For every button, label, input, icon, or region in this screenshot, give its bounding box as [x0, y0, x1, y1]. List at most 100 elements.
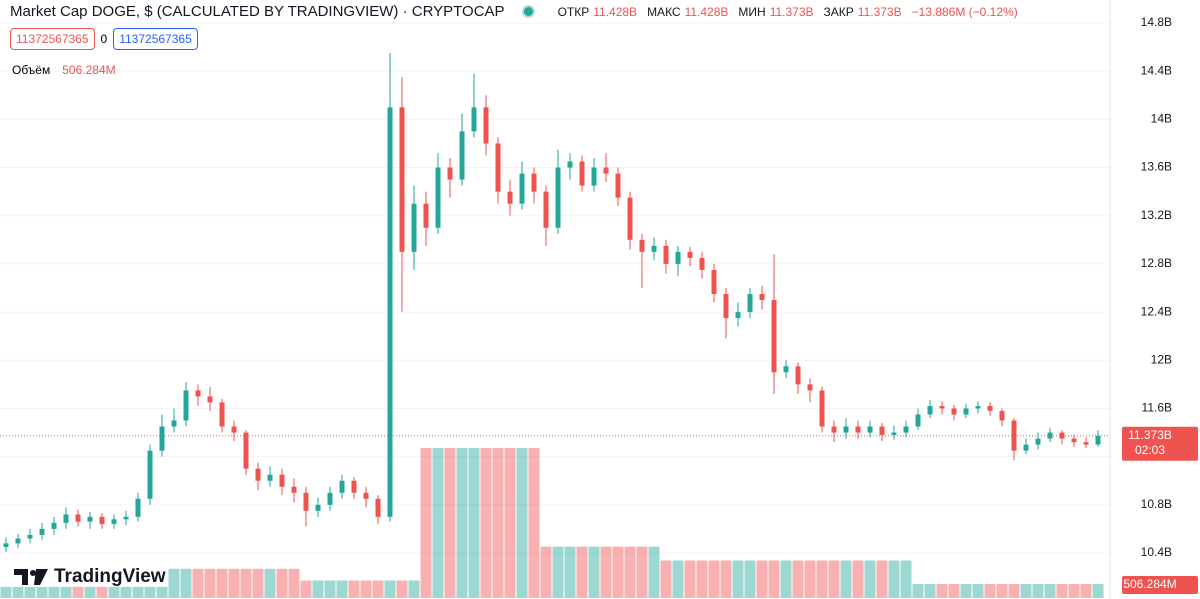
volume-bar — [972, 583, 984, 598]
volume-bar — [948, 583, 960, 598]
volume-bar — [156, 586, 168, 598]
candle-body — [555, 167, 561, 228]
volume-bar — [516, 448, 528, 598]
candle-body — [303, 492, 309, 511]
volume-bar — [636, 546, 648, 598]
candle-body — [471, 107, 477, 132]
volume-bar — [444, 448, 456, 598]
candle-body — [507, 191, 513, 204]
candle-body — [255, 468, 261, 481]
volume-bar — [852, 560, 864, 598]
candle-body — [843, 426, 849, 433]
volume-bar — [720, 560, 732, 598]
candle-body — [891, 432, 897, 435]
volume-bar — [312, 580, 324, 598]
candle-body — [711, 269, 717, 295]
volume-bar — [564, 546, 576, 598]
candle-body — [651, 245, 657, 252]
candle-body — [63, 514, 69, 523]
volume-bar — [912, 583, 924, 598]
volume-bar — [624, 546, 636, 598]
volume-bar — [372, 580, 384, 598]
volume-bar — [264, 568, 276, 598]
volume-bar — [492, 448, 504, 598]
ohlc-value: 11.373B — [769, 4, 814, 19]
y-tick-label: 14.8B — [1141, 15, 1172, 29]
y-tick-label: 12.4B — [1141, 304, 1172, 318]
candle-body — [519, 173, 525, 204]
y-tick-label: 13.6B — [1141, 160, 1172, 174]
ohlc-key: МИН — [738, 4, 766, 19]
volume-bar — [168, 568, 180, 598]
candle-body — [459, 131, 465, 180]
candle-body — [1023, 444, 1029, 451]
candle-body — [99, 516, 105, 525]
candle-body — [87, 516, 93, 522]
volume-bar — [96, 586, 108, 598]
volume-bar — [648, 546, 660, 598]
volume-bar — [240, 568, 252, 598]
candle-body — [495, 143, 501, 192]
volume-bar — [288, 568, 300, 598]
trade-buttons: 11372567365 0 11372567365 — [10, 28, 198, 50]
candle-body — [363, 492, 369, 499]
candle-body — [435, 167, 441, 228]
candle-body — [3, 543, 9, 547]
candle-body — [699, 257, 705, 270]
volume-bar — [456, 448, 468, 598]
candle-body — [987, 406, 993, 411]
ohlc-key: ОТКР — [557, 4, 590, 19]
volume-bar — [204, 568, 216, 598]
candle-body — [531, 173, 537, 192]
candle-body — [1071, 438, 1077, 443]
header: Market Cap DOGE, $ (CALCULATED BY TRADIN… — [10, 3, 1024, 20]
volume-bar — [768, 560, 780, 598]
candle-body — [867, 426, 873, 433]
candle-body — [639, 239, 645, 252]
volume-bar — [336, 580, 348, 598]
volume-bar — [276, 568, 288, 598]
candle-body — [615, 173, 621, 198]
y-tick-label: 10.4B — [1141, 545, 1172, 559]
volume-bar — [72, 586, 84, 598]
candle-body — [447, 167, 453, 180]
volume-bar — [1032, 583, 1044, 598]
volume-bar — [48, 586, 60, 598]
candle-body — [795, 366, 801, 385]
candle-body — [15, 538, 21, 544]
ohlc-key: ЗАКР — [823, 4, 854, 19]
candle-body — [327, 492, 333, 505]
volume-bar — [1020, 583, 1032, 598]
candle-body — [75, 514, 81, 522]
volume-bar — [1092, 583, 1104, 598]
candle-body — [51, 522, 57, 529]
volume-bar — [36, 586, 48, 598]
volume-bar — [348, 580, 360, 598]
volume-bar — [600, 546, 612, 598]
candle-body — [183, 390, 189, 421]
sell-button[interactable]: 11372567365 — [10, 28, 95, 50]
volume-bar — [108, 586, 120, 598]
volume-bar — [936, 583, 948, 598]
candle-body — [747, 294, 753, 313]
brand: TradingView — [54, 566, 166, 587]
volume-bar — [864, 560, 876, 598]
candle-body — [171, 420, 177, 427]
candle-body — [399, 107, 405, 252]
candle-body — [579, 161, 585, 186]
volume-bar — [804, 560, 816, 598]
volume-bar — [1044, 583, 1056, 598]
buy-button[interactable]: 11372567365 — [113, 28, 198, 50]
y-tick-label: 14.4B — [1141, 63, 1172, 77]
candle-body — [687, 251, 693, 258]
y-tick-label: 12.8B — [1141, 256, 1172, 270]
candle-body — [1083, 442, 1089, 445]
candle-body — [975, 406, 981, 409]
volume-bar — [132, 586, 144, 598]
logo[interactable]: TradingView — [14, 566, 166, 588]
y-tick-label: 11.6B — [1142, 401, 1172, 415]
volume-bar — [252, 568, 264, 598]
candle-body — [723, 294, 729, 319]
candle-body — [375, 498, 381, 517]
